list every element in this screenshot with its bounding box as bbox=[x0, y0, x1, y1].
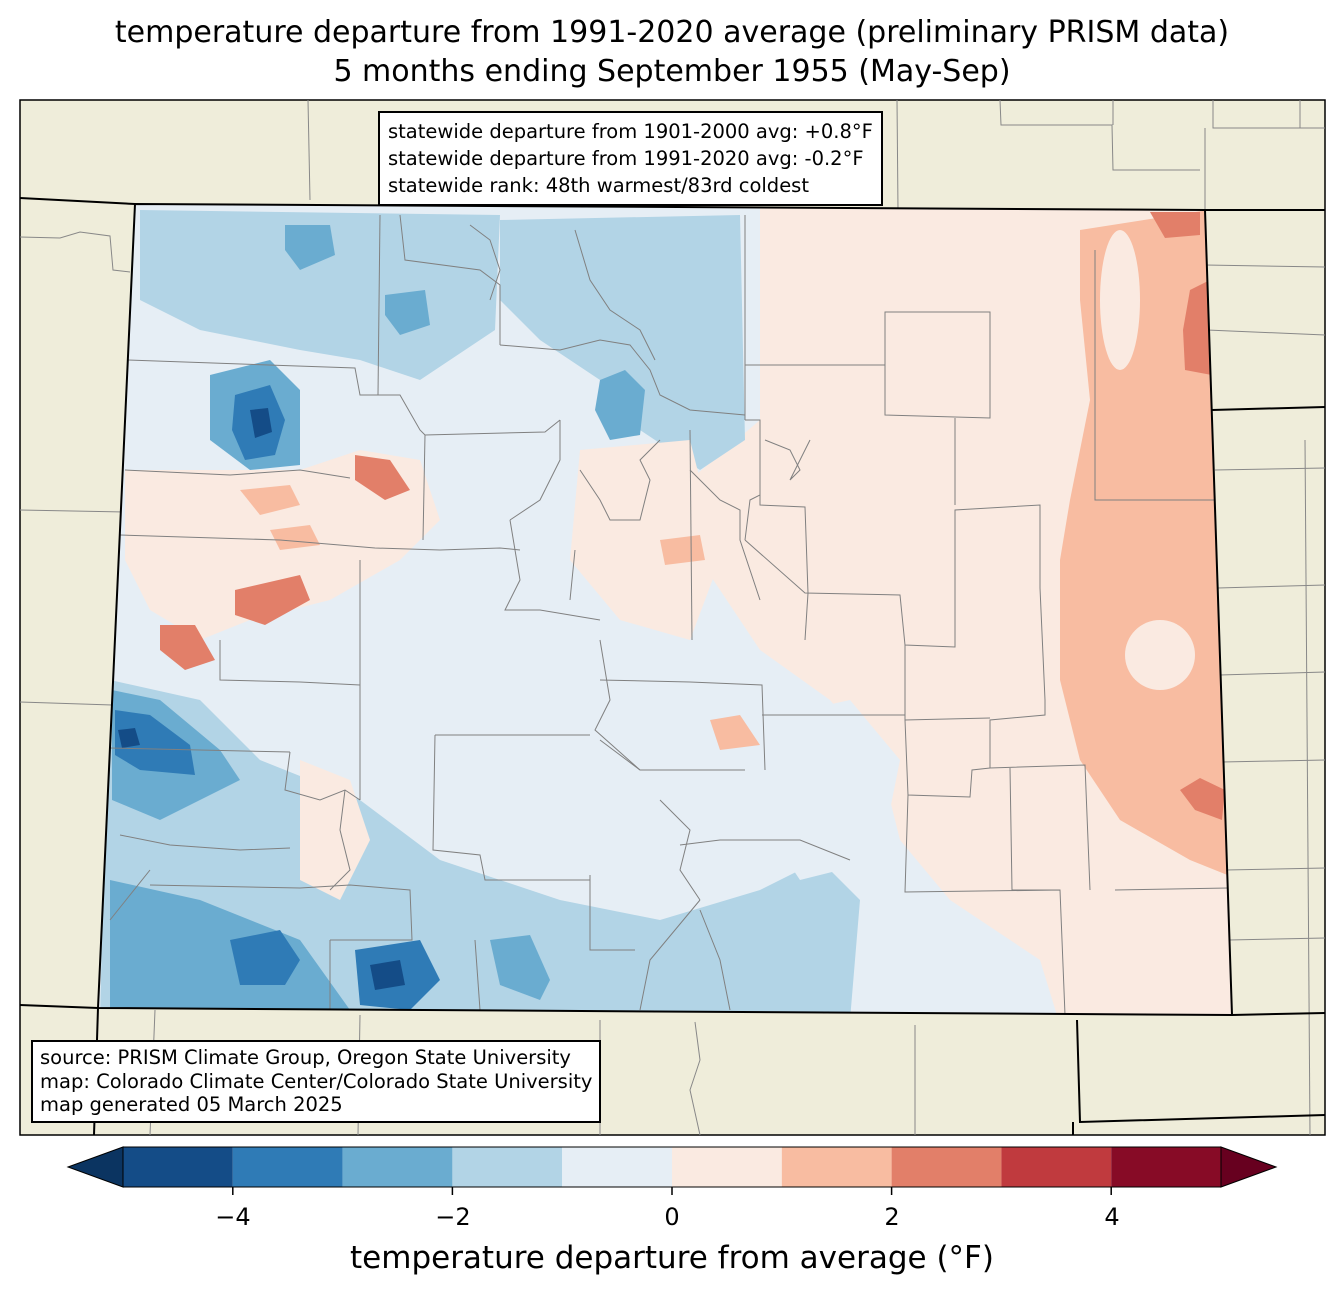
colorado-field bbox=[98, 204, 1232, 1015]
colorbar-bin bbox=[342, 1147, 453, 1187]
field-cool-durango bbox=[230, 930, 300, 985]
colorbar-under-arrow bbox=[66, 1146, 124, 1188]
credit-generated: map generated 05 March 2025 bbox=[40, 1093, 343, 1116]
field-warm-se-core bbox=[1180, 778, 1225, 820]
field-warm-west-4 bbox=[240, 485, 300, 515]
colorbar-tick-label: −2 bbox=[435, 1203, 471, 1231]
map-subtitle: 5 months ending September 1955 (May-Sep) bbox=[333, 54, 1011, 89]
colorbar-bin bbox=[562, 1147, 672, 1187]
field-cool-sw bbox=[100, 680, 860, 1015]
colorbar-bin bbox=[1111, 1147, 1221, 1187]
credit-source: source: PRISM Climate Group, Oregon Stat… bbox=[40, 1046, 571, 1069]
colorbar-tick-label: 4 bbox=[1104, 1203, 1120, 1231]
statewide-stats-box: statewide departure from 1901-2000 avg: … bbox=[378, 111, 883, 206]
colorbar-bin bbox=[123, 1147, 233, 1187]
credits-box: source: PRISM Climate Group, Oregon Stat… bbox=[31, 1040, 602, 1123]
border-west-ext-north bbox=[19, 197, 136, 205]
border-se-ok bbox=[1076, 1019, 1326, 1124]
border-south-ext-west bbox=[19, 1004, 99, 1009]
colorbar-bin bbox=[891, 1147, 1002, 1187]
field-east-cool-spot bbox=[1125, 620, 1195, 690]
field-cool-swbottom bbox=[110, 880, 350, 1010]
credit-map: map: Colorado Climate Center/Colorado St… bbox=[40, 1069, 593, 1093]
field-cool-sanluis bbox=[490, 935, 550, 1000]
field-cool-craig-center bbox=[250, 408, 272, 438]
stat-1991-2020: statewide departure from 1991-2020 avg: … bbox=[388, 147, 864, 170]
field-warm-center bbox=[570, 440, 720, 640]
field-cool-eastplains bbox=[760, 700, 900, 880]
colorbar-bin bbox=[672, 1147, 782, 1187]
colorbar-tick-label: 0 bbox=[664, 1203, 680, 1231]
colorbar-tick-label: −4 bbox=[215, 1203, 251, 1231]
field-cool-nw-core bbox=[285, 225, 335, 270]
stat-1901-2000: statewide departure from 1901-2000 avg: … bbox=[388, 120, 873, 143]
field-warm-center-spot bbox=[660, 535, 705, 565]
field-warm-east-edge bbox=[1060, 205, 1232, 880]
border-ne-ext bbox=[1211, 406, 1326, 411]
colorbar-bin bbox=[232, 1147, 343, 1187]
field-warm-center-spot2 bbox=[710, 715, 760, 750]
field-warm-west-1 bbox=[235, 575, 310, 625]
field-cool-nw-core2 bbox=[385, 290, 430, 335]
neighbor-county-lines bbox=[19, 99, 1326, 1136]
field-cool-sw-core bbox=[115, 710, 195, 775]
field-east-cool-spot2 bbox=[1100, 230, 1140, 370]
field-warm-west-3 bbox=[355, 455, 410, 500]
colorbar-bin bbox=[1001, 1147, 1112, 1187]
colorbar-bin bbox=[452, 1147, 563, 1187]
field-warm-west-2 bbox=[160, 625, 215, 670]
map-title: temperature departure from 1991-2020 ave… bbox=[114, 15, 1230, 50]
field-cool-front-range bbox=[500, 215, 745, 470]
colorbar-ticks bbox=[232, 1187, 1112, 1195]
field-cool-frontrange-core bbox=[595, 370, 645, 440]
field-cool-pagosa-core bbox=[370, 960, 405, 990]
colorbar bbox=[66, 1146, 1278, 1195]
colorado-county-lines bbox=[109, 214, 1230, 1015]
field-warm-ne-core2 bbox=[1183, 280, 1212, 375]
field-warm-west-5 bbox=[270, 525, 320, 550]
border-south-ext-east bbox=[1231, 1012, 1326, 1016]
stat-rank: statewide rank: 48th warmest/83rd coldes… bbox=[388, 174, 809, 197]
colorbar-label: temperature departure from average (°F) bbox=[350, 1240, 994, 1276]
colorbar-tick-label: 2 bbox=[884, 1203, 900, 1231]
field-cool-nw-north bbox=[140, 210, 500, 380]
colorbar-bin bbox=[781, 1147, 892, 1187]
colorbar-bins bbox=[123, 1147, 1221, 1187]
colorbar-over-arrow bbox=[1220, 1146, 1278, 1188]
field-cool-sw-center bbox=[118, 728, 140, 748]
field-warm-ne-core bbox=[1150, 212, 1200, 238]
